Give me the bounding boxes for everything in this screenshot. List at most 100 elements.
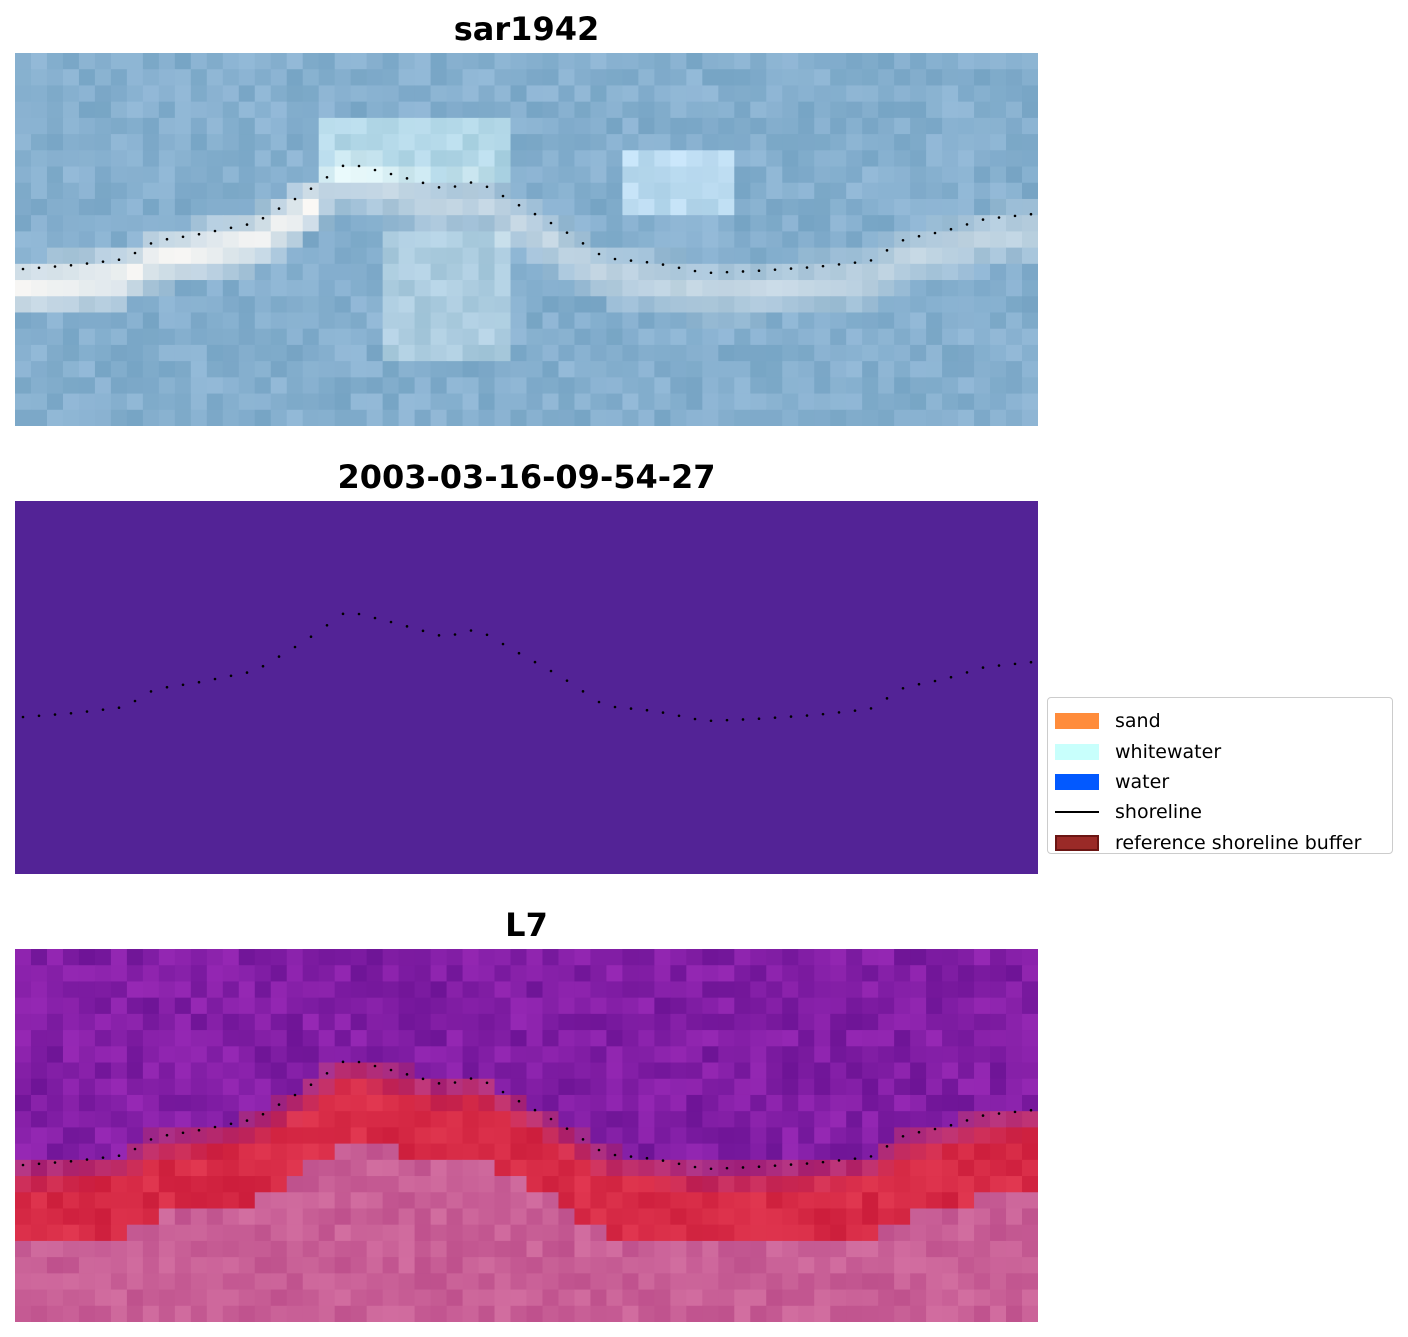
shoreline-point [965,671,969,674]
shoreline-point [597,1148,601,1152]
shoreline-point [533,212,537,216]
legend-item-sand: sand [1055,706,1384,736]
shoreline-point [309,635,313,639]
shoreline-point [741,718,745,721]
legend-label: shoreline [1115,801,1202,824]
legend-label: whitewater [1115,740,1222,763]
shoreline-point [757,269,761,273]
shoreline-point [821,1160,825,1164]
shoreline-point [309,1083,313,1087]
shoreline-point [453,185,457,188]
shoreline-point [357,1060,361,1064]
shoreline-point [405,177,409,180]
shoreline-point [229,674,233,678]
shoreline-point [837,263,841,266]
shoreline-point [53,713,57,716]
shoreline-point [613,705,617,709]
shoreline-point [837,1159,841,1162]
shoreline-point [693,1165,697,1169]
shoreline-point [229,1122,233,1126]
shoreline-point [421,181,425,185]
legend-swatch [1055,773,1099,790]
shoreline-point [213,229,217,233]
shoreline-point [709,271,713,275]
shoreline-point [965,223,969,226]
shoreline-points [21,1060,1033,1171]
shoreline-point [69,264,73,267]
shoreline-point [901,1134,905,1138]
shoreline-point [981,218,985,221]
shoreline-point [261,664,265,668]
shoreline-point [389,1068,393,1072]
panel-2-title: 2003-03-16-09-54-27 [337,458,716,496]
shoreline-point [85,710,89,713]
shoreline-point [101,708,105,711]
legend-item-water: water [1055,767,1384,797]
shoreline-point [645,1156,649,1160]
shoreline-point [373,1064,377,1068]
shoreline-point [133,251,137,255]
shoreline-point [229,226,233,230]
shoreline-point [549,669,553,673]
shoreline-point [917,234,921,238]
shoreline-point [245,223,249,226]
shoreline-point [261,1112,265,1116]
shoreline-point [853,709,857,712]
shoreline-point [197,680,201,684]
shoreline-point [149,242,153,245]
shoreline-point [645,260,649,264]
shoreline-point [437,634,441,637]
shoreline-point [821,264,825,268]
shoreline-point [405,1073,409,1076]
legend-item-whitewater: whitewater [1055,736,1384,766]
shoreline-point [757,1165,761,1169]
shoreline-point [277,655,281,658]
shoreline-point [773,716,777,719]
shoreline-point [117,706,121,710]
shoreline-points [21,164,1033,275]
shoreline-point [933,231,937,235]
shoreline-point [789,267,793,270]
shoreline-point [1013,662,1017,666]
shoreline-point [469,629,473,632]
shoreline-point [341,1060,345,1064]
legend-swatch [1055,811,1099,814]
shoreline-point [661,1159,665,1162]
shoreline-point [37,1162,41,1166]
shoreline-point [885,1145,889,1148]
shoreline-point [341,164,345,168]
shoreline-point [437,186,441,189]
shoreline-point [661,711,665,714]
shoreline-point [869,259,873,262]
shoreline-point [37,266,41,270]
shoreline-point [789,715,793,718]
shoreline-point [485,1081,489,1085]
legend-swatch [1055,713,1099,730]
shoreline-point [133,1147,137,1151]
shoreline-point [565,1127,569,1130]
shoreline-point [885,697,889,700]
shoreline-point [725,1166,729,1170]
shoreline-point [1013,214,1017,218]
shoreline-point [949,1123,953,1127]
shoreline-point [389,172,393,176]
shoreline-point [629,707,633,710]
shoreline-point [693,269,697,273]
shoreline-point [357,612,361,616]
shoreline-point [741,1166,745,1169]
shoreline-point [933,679,937,683]
shoreline-point [213,1125,217,1129]
shoreline-point [501,194,505,198]
shoreline-point [53,1161,57,1164]
shoreline-point [133,699,137,703]
shoreline-point [645,708,649,712]
index-image [15,949,1038,1322]
shoreline-point [533,660,537,664]
shoreline-point [821,712,825,716]
shoreline-point [277,207,281,210]
shoreline-point [709,719,713,723]
legend-label: water [1115,770,1170,793]
shoreline-point [341,612,345,616]
shoreline-point [213,677,217,681]
shoreline-point [965,1119,969,1122]
